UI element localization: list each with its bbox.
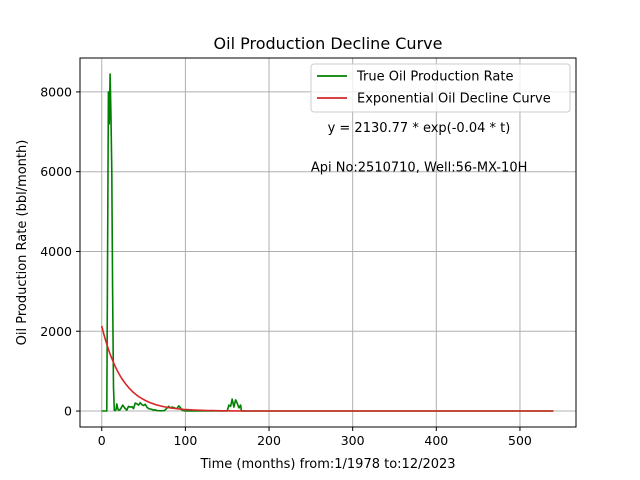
annotation-2: Api No:2510710, Well:56-MX-10H bbox=[311, 161, 528, 176]
x-tick-label: 200 bbox=[257, 433, 281, 448]
x-tick-label: 0 bbox=[98, 433, 106, 448]
y-tick-label: 2000 bbox=[40, 324, 72, 339]
annotations: y = 2130.77 * exp(-0.04 * t) Api No:25107… bbox=[311, 121, 528, 176]
legend-label-2: Exponential Oil Decline Curve bbox=[357, 92, 551, 107]
series-line-1 bbox=[101, 73, 554, 412]
legend: True Oil Production Rate Exponential Oil … bbox=[310, 63, 571, 113]
annotation-1: y = 2130.77 * exp(-0.04 * t) bbox=[328, 121, 511, 136]
plot-area bbox=[100, 73, 554, 412]
axis-ticks: 0 100 200 300 400 500 0 2000 4000 6000 8000 bbox=[40, 84, 532, 448]
x-tick-label: 400 bbox=[424, 433, 448, 448]
y-tick-label: 8000 bbox=[40, 84, 72, 99]
chart-title: Oil Production Decline Curve bbox=[214, 34, 443, 53]
y-axis-label: Oil Production Rate (bbl/month) bbox=[15, 140, 30, 346]
x-tick-label: 300 bbox=[341, 433, 365, 448]
y-tick-label: 0 bbox=[64, 404, 72, 419]
x-tick-label: 500 bbox=[508, 433, 532, 448]
x-axis-label: Time (months) from:1/1978 to:12/2023 bbox=[199, 457, 455, 472]
axes-frame bbox=[79, 57, 577, 428]
y-tick-label: 4000 bbox=[40, 244, 72, 259]
x-tick-label: 100 bbox=[173, 433, 197, 448]
legend-label-1: True Oil Production Rate bbox=[356, 70, 513, 85]
y-tick-label: 6000 bbox=[40, 164, 72, 179]
series-line-2 bbox=[100, 325, 554, 412]
legend-box bbox=[310, 63, 571, 113]
